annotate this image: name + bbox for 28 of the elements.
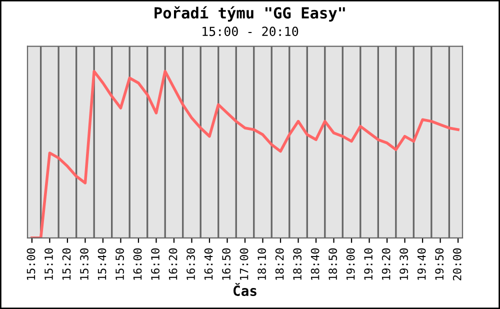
- x-tick-label: 15:00: [26, 248, 36, 280]
- x-tick-label: 18:50: [328, 248, 338, 280]
- x-tick-label: 15:30: [80, 248, 88, 280]
- x-tick-label: 15:20: [62, 248, 71, 280]
- x-tick-label: 16:30: [186, 248, 195, 280]
- x-tick-label: 20:00: [452, 248, 462, 280]
- x-tick-label: 19:30: [400, 248, 408, 280]
- chart-subtitle: 15:00 - 20:10: [202, 26, 298, 36]
- x-tick-label: 16:00: [133, 248, 142, 280]
- x-tick-label: 16:20: [168, 248, 178, 280]
- x-tick-label: 19:00: [346, 248, 355, 280]
- x-tick-label: 18:10: [258, 248, 266, 280]
- x-tick-label: 16:50: [222, 248, 230, 280]
- x-tick-label: 17:00: [240, 248, 248, 280]
- x-tick-label: 18:20: [275, 248, 284, 280]
- x-tick-label: 19:50: [435, 248, 444, 280]
- x-tick-label: 18:40: [310, 248, 320, 280]
- x-axis-title: Čas: [233, 282, 256, 296]
- x-tick-label: 16:10: [151, 248, 160, 280]
- chart-title: Pořadí týmu "GG Easy": [154, 6, 345, 22]
- x-tick-label: 15:50: [116, 248, 124, 280]
- x-tick-label: 19:20: [382, 248, 390, 280]
- x-tick-label: 15:40: [98, 248, 106, 280]
- x-tick-label: 19:10: [364, 248, 373, 280]
- x-tick-label: 16:40: [204, 248, 213, 280]
- x-tick-label: 15:10: [44, 248, 53, 280]
- x-tick-label: 19:40: [417, 248, 426, 280]
- x-tick-label: 18:30: [293, 248, 302, 280]
